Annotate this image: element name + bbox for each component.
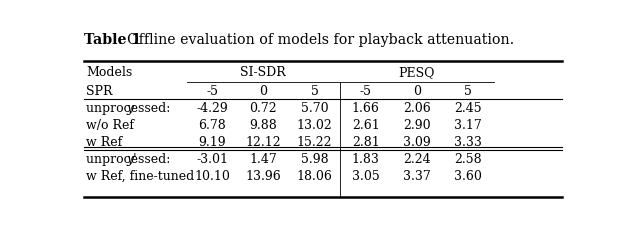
Text: y: y — [127, 102, 134, 115]
Text: 15.22: 15.22 — [297, 136, 332, 148]
Text: 3.05: 3.05 — [352, 169, 379, 182]
Text: 9.88: 9.88 — [249, 119, 277, 132]
Text: w/o Ref: w/o Ref — [86, 119, 134, 132]
Text: -4.29: -4.29 — [196, 102, 228, 115]
Text: 3.17: 3.17 — [454, 119, 482, 132]
Text: 2.45: 2.45 — [454, 102, 482, 115]
Text: 9.19: 9.19 — [198, 136, 226, 148]
Text: -3.01: -3.01 — [196, 152, 228, 165]
Text: w Ref, fine-tuned: w Ref, fine-tuned — [86, 169, 194, 182]
Text: 0.72: 0.72 — [249, 102, 277, 115]
Text: 0: 0 — [260, 85, 267, 98]
Text: 13.96: 13.96 — [246, 169, 281, 182]
Text: 5: 5 — [464, 85, 472, 98]
Text: 2.61: 2.61 — [352, 119, 379, 132]
Text: 5: 5 — [311, 85, 318, 98]
Text: 10.10: 10.10 — [194, 169, 230, 182]
Text: 2.06: 2.06 — [403, 102, 431, 115]
Text: 12.12: 12.12 — [246, 136, 281, 148]
Text: PESQ: PESQ — [399, 66, 435, 79]
Text: -5: -5 — [206, 85, 218, 98]
Text: 0: 0 — [413, 85, 421, 98]
Text: y': y' — [127, 152, 137, 165]
Text: 3.60: 3.60 — [454, 169, 482, 182]
Text: Table 1: Table 1 — [84, 32, 141, 47]
Text: 3.33: 3.33 — [454, 136, 482, 148]
Text: 2.24: 2.24 — [403, 152, 431, 165]
Text: 3.37: 3.37 — [403, 169, 431, 182]
Text: SPR: SPR — [86, 85, 113, 98]
Text: Models: Models — [86, 66, 132, 79]
Text: 13.02: 13.02 — [297, 119, 333, 132]
Text: 2.90: 2.90 — [403, 119, 431, 132]
Text: 1.66: 1.66 — [352, 102, 380, 115]
Text: -5: -5 — [360, 85, 372, 98]
Text: 3.09: 3.09 — [403, 136, 431, 148]
Text: 1.47: 1.47 — [249, 152, 277, 165]
Text: w Ref: w Ref — [86, 136, 122, 148]
Text: 2.58: 2.58 — [454, 152, 482, 165]
Text: 18.06: 18.06 — [297, 169, 333, 182]
Text: 6.78: 6.78 — [198, 119, 226, 132]
Text: 5.98: 5.98 — [301, 152, 328, 165]
Text: 1.83: 1.83 — [352, 152, 380, 165]
Text: unprocessed:: unprocessed: — [86, 102, 175, 115]
Text: unprocessed:: unprocessed: — [86, 152, 175, 165]
Text: . Offline evaluation of models for playback attenuation.: . Offline evaluation of models for playb… — [118, 32, 515, 47]
Text: 5.70: 5.70 — [301, 102, 328, 115]
Text: SI-SDR: SI-SDR — [241, 66, 286, 79]
Text: 2.81: 2.81 — [352, 136, 379, 148]
